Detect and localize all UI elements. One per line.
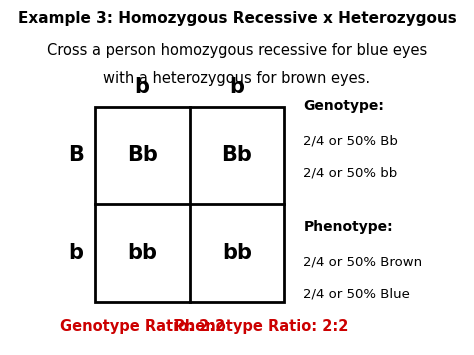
Text: Bb: Bb <box>127 145 158 165</box>
Text: bb: bb <box>127 243 157 263</box>
Bar <box>95 106 284 302</box>
Text: Cross a person homozygous recessive for blue eyes: Cross a person homozygous recessive for … <box>47 43 427 58</box>
Text: Phenotype:: Phenotype: <box>303 220 393 234</box>
Text: b: b <box>135 77 150 97</box>
Text: Genotype:: Genotype: <box>303 99 384 113</box>
Text: 2/4 or 50% Brown: 2/4 or 50% Brown <box>303 256 422 269</box>
Text: Phenotype Ratio: 2:2: Phenotype Ratio: 2:2 <box>173 320 348 334</box>
Text: Genotype Ratio: 2:2: Genotype Ratio: 2:2 <box>60 320 225 334</box>
Text: with a heterozygous for brown eyes.: with a heterozygous for brown eyes. <box>103 71 371 86</box>
Text: Bb: Bb <box>221 145 253 165</box>
Text: b: b <box>68 243 83 263</box>
Text: bb: bb <box>222 243 252 263</box>
Text: Example 3: Homozygous Recessive x Heterozygous: Example 3: Homozygous Recessive x Hetero… <box>18 11 456 26</box>
Text: b: b <box>229 77 245 97</box>
Text: 2/4 or 50% bb: 2/4 or 50% bb <box>303 167 398 180</box>
Text: B: B <box>68 145 84 165</box>
Text: 2/4 or 50% Blue: 2/4 or 50% Blue <box>303 288 410 301</box>
Text: 2/4 or 50% Bb: 2/4 or 50% Bb <box>303 135 398 148</box>
